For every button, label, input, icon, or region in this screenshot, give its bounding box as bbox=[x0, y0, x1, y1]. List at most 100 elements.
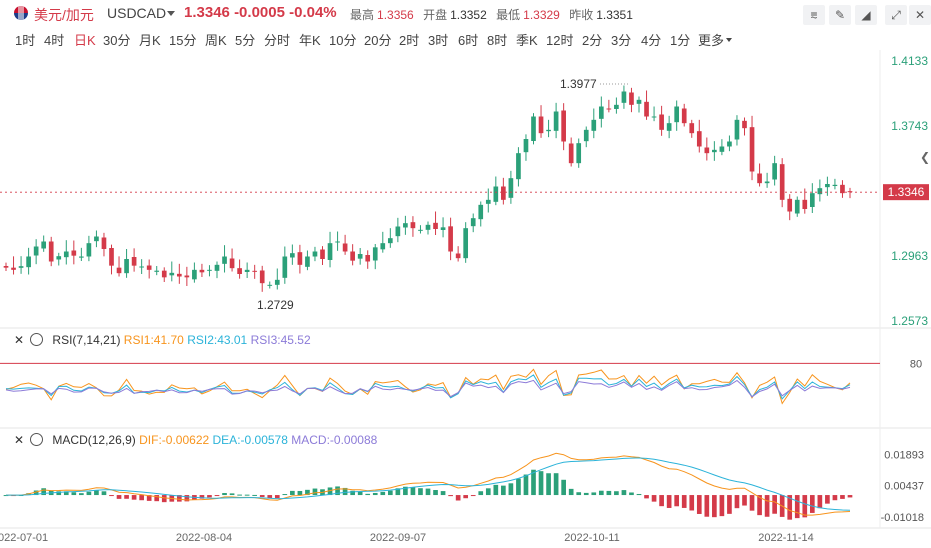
open-label: 开盘 bbox=[423, 8, 448, 22]
macd-bar bbox=[350, 490, 355, 496]
tab-period[interactable]: 3时 bbox=[428, 33, 449, 48]
settings-icon[interactable] bbox=[30, 333, 44, 346]
candle bbox=[817, 188, 823, 195]
tab-period[interactable]: 年K bbox=[299, 33, 321, 48]
macd-legend: ✕ MACD(12,26,9) DIF:-0.00622 DEA:-0.0057… bbox=[14, 433, 377, 447]
candle bbox=[26, 256, 31, 268]
tab-period[interactable]: 15分 bbox=[169, 33, 197, 48]
macd-bar bbox=[501, 485, 506, 496]
candle bbox=[433, 222, 438, 229]
macd-bar bbox=[794, 495, 800, 519]
candle bbox=[809, 193, 815, 207]
macd-bar bbox=[305, 489, 310, 496]
candle bbox=[538, 116, 544, 134]
macd-bar bbox=[825, 495, 830, 504]
candle bbox=[11, 267, 16, 270]
price-change-line: 1.3346 -0.0005 -0.04% bbox=[184, 4, 337, 21]
candle bbox=[825, 184, 830, 188]
tab-period[interactable]: 分时 bbox=[264, 33, 291, 48]
macd-bar bbox=[86, 491, 92, 496]
candle bbox=[380, 243, 386, 250]
macd-bar bbox=[719, 495, 725, 517]
candle bbox=[696, 131, 702, 147]
macd-bar bbox=[297, 490, 303, 496]
macd-bar bbox=[395, 488, 401, 496]
tab-period[interactable]: 30分 bbox=[103, 33, 131, 48]
macd-bar bbox=[553, 473, 559, 496]
tab-period[interactable]: 5分 bbox=[235, 33, 256, 48]
candle bbox=[63, 251, 69, 258]
candle bbox=[787, 198, 793, 212]
tab-period[interactable]: 2分 bbox=[582, 33, 603, 48]
macd-value: MACD:-0.00088 bbox=[291, 433, 378, 447]
candle bbox=[501, 186, 506, 200]
macd-bar bbox=[621, 490, 627, 496]
tab-period[interactable]: 更多 bbox=[698, 33, 725, 48]
tab-period[interactable]: 1时 bbox=[15, 33, 36, 48]
tab-period[interactable]: 1分 bbox=[670, 33, 691, 48]
tab-period[interactable]: 20分 bbox=[364, 33, 392, 48]
chevron-down-icon[interactable] bbox=[726, 38, 732, 42]
tab-period[interactable]: 日K bbox=[74, 33, 96, 48]
tab-period[interactable]: 4时 bbox=[44, 33, 65, 48]
tab-period[interactable]: 季K bbox=[516, 33, 538, 48]
candle bbox=[719, 146, 725, 152]
price-axis-label: 1.4133 bbox=[891, 54, 928, 68]
candle bbox=[840, 184, 845, 194]
macd-bar bbox=[372, 492, 378, 496]
macd-bar bbox=[380, 491, 386, 496]
tab-period[interactable]: 12时 bbox=[546, 33, 574, 48]
macd-bar bbox=[598, 490, 604, 496]
tab-period[interactable]: 周K bbox=[205, 33, 227, 48]
last-price: 1.3346 bbox=[184, 4, 230, 21]
candle bbox=[154, 270, 160, 272]
macd-bar bbox=[809, 495, 815, 513]
candle bbox=[267, 284, 273, 286]
line-icon[interactable]: ⩳ bbox=[803, 5, 825, 25]
rsi-line bbox=[5, 379, 851, 398]
candle bbox=[109, 248, 114, 266]
tab-period[interactable]: 3分 bbox=[611, 33, 632, 48]
tab-period[interactable]: 8时 bbox=[487, 33, 508, 48]
settings-icon[interactable] bbox=[30, 433, 44, 446]
candle bbox=[742, 120, 747, 129]
candle bbox=[764, 181, 770, 184]
macd-bar bbox=[531, 469, 536, 496]
candle bbox=[274, 279, 280, 285]
chevron-left-icon[interactable]: ❮ bbox=[920, 150, 931, 164]
draw-icon[interactable]: ✎ bbox=[829, 5, 851, 25]
candle bbox=[101, 237, 107, 249]
chevron-down-icon[interactable] bbox=[167, 11, 175, 16]
macd-bar bbox=[516, 478, 521, 496]
candle bbox=[86, 243, 92, 257]
candle bbox=[591, 119, 597, 131]
candle bbox=[342, 243, 348, 252]
macd-bar bbox=[478, 491, 484, 496]
tab-period[interactable]: 2时 bbox=[399, 33, 420, 48]
macd-bar bbox=[357, 491, 363, 496]
candle bbox=[681, 108, 687, 124]
macd-bar bbox=[802, 495, 808, 518]
tab-period[interactable]: 月K bbox=[139, 33, 161, 48]
candle bbox=[305, 256, 310, 267]
macd-bar bbox=[161, 495, 167, 503]
symbol-code[interactable]: USDCAD bbox=[107, 5, 167, 21]
tab-period[interactable]: 4分 bbox=[641, 33, 662, 48]
candle bbox=[161, 270, 167, 278]
macd-axis-label: 0.00437 bbox=[884, 481, 924, 493]
candle bbox=[229, 258, 235, 269]
close-icon[interactable]: ✕ bbox=[14, 333, 25, 347]
indicator-icon[interactable]: ◢ bbox=[855, 5, 877, 25]
current-price-label: 1.3346 bbox=[888, 185, 925, 199]
macd-bar bbox=[327, 487, 333, 496]
macd-bar bbox=[56, 491, 62, 496]
close-icon[interactable]: ✕ bbox=[909, 5, 931, 25]
rsi-legend: ✕ RSI(7,14,21) RSI1:41.70 RSI2:43.01 RSI… bbox=[14, 333, 311, 347]
symbol-name[interactable]: 美元/加元 bbox=[34, 7, 94, 23]
tab-period[interactable]: 10分 bbox=[329, 33, 357, 48]
tab-period[interactable]: 6时 bbox=[458, 33, 479, 48]
candle bbox=[139, 266, 144, 268]
close-icon[interactable]: ✕ bbox=[14, 433, 25, 447]
expand-icon[interactable]: ⤢ bbox=[885, 5, 907, 25]
